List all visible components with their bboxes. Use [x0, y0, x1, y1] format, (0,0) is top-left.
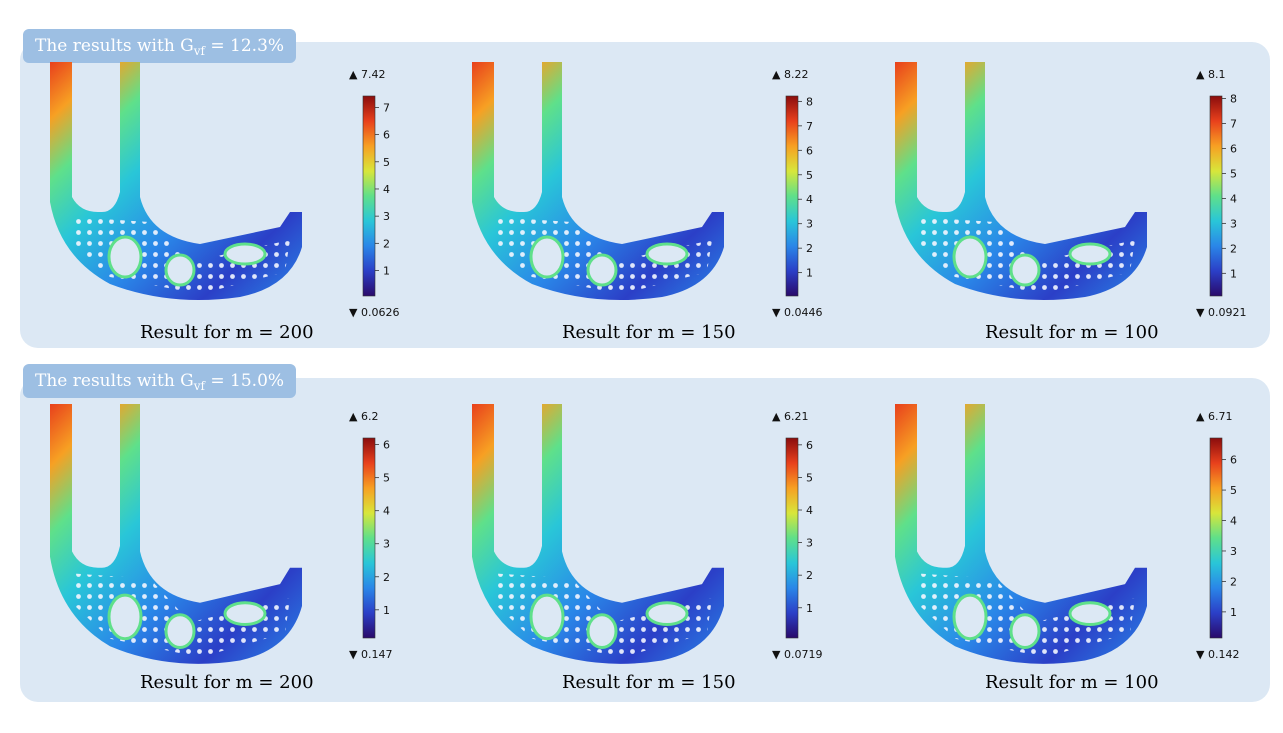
colorbar-tick-label: 5 [383, 156, 390, 169]
colorbar-tick-label: 7 [1230, 117, 1237, 130]
colorbar-tick-label: 6 [383, 129, 390, 142]
colorbar-max-label: ▲ 6.2 [349, 410, 378, 423]
colorbar: ▲ 8.22 1 2 3 4 5 6 7 8 ▼ 0.0446 [772, 68, 822, 319]
colorbar-min-label: ▼ 0.0446 [772, 306, 822, 319]
structure-void [952, 235, 988, 279]
colorbar-tick-label: 2 [383, 237, 390, 250]
structure-void [645, 601, 689, 627]
structure-void [952, 593, 988, 641]
structure-void [107, 593, 143, 641]
stress-field-plot [50, 404, 302, 664]
colorbar-tick-label: 6 [806, 144, 813, 157]
colorbar-tick-label: 8 [1230, 92, 1237, 105]
colorbar-gradient [362, 95, 376, 297]
structure-void [1068, 242, 1112, 266]
structure-void [164, 253, 196, 287]
structure-void [164, 613, 196, 650]
stress-field-plot [50, 62, 302, 301]
colorbar-tick-label: 7 [806, 120, 813, 133]
colorbar-min-label: ▼ 0.0921 [1196, 306, 1246, 319]
colorbar-tick-label: 8 [806, 95, 813, 108]
stress-field-plot [895, 404, 1147, 664]
colorbar-tick-label: 5 [1230, 167, 1237, 180]
colorbar-tick-label: 2 [1230, 242, 1237, 255]
colorbar: ▲ 6.71 1 2 3 4 5 6 ▼ 0.142 [1196, 410, 1239, 661]
colorbar-max-label: ▲ 8.22 [772, 68, 808, 81]
colorbar-max-label: ▲ 7.42 [349, 68, 385, 81]
colorbar-tick-label: 2 [806, 569, 813, 582]
colorbar-gradient [785, 95, 799, 297]
colorbar-tick-label: 1 [806, 267, 813, 280]
colorbar-tick-label: 4 [806, 193, 813, 206]
structure-void [1009, 613, 1041, 650]
structure-void [529, 235, 565, 279]
colorbar-tick-label: 1 [383, 604, 390, 617]
colorbar-tick-label: 3 [1230, 545, 1237, 558]
colorbar-tick-label: 5 [1230, 484, 1237, 497]
colorbar-max-label: ▲ 6.71 [1196, 410, 1232, 423]
stress-field-plot [895, 62, 1147, 301]
result-label: Result for m = 150 [562, 672, 736, 693]
structure-void [586, 613, 618, 650]
colorbar-gradient [362, 437, 376, 639]
colorbar-tick-label: 6 [806, 439, 813, 452]
colorbar-min-label: ▼ 0.142 [1196, 648, 1239, 661]
structure-void [645, 242, 689, 266]
colorbar: ▲ 7.42 1 2 3 4 5 6 7 ▼ 0.0626 [349, 68, 399, 319]
colorbar-tick-label: 5 [806, 169, 813, 182]
colorbar-max-label: ▲ 6.21 [772, 410, 808, 423]
structure-void [107, 235, 143, 279]
colorbar-tick-label: 3 [806, 537, 813, 550]
colorbar-tick-label: 4 [383, 183, 390, 196]
structure-void [586, 253, 618, 287]
structure-void [223, 601, 267, 627]
colorbar-tick-label: 5 [806, 471, 813, 484]
colorbar-tick-label: 1 [806, 602, 813, 615]
colorbar-tick-label: 6 [1230, 454, 1237, 467]
stress-field-plot [472, 404, 724, 664]
structure-void [223, 242, 267, 266]
result-label: Result for m = 100 [985, 672, 1159, 693]
structure-void [1009, 253, 1041, 287]
colorbar-tick-label: 3 [806, 218, 813, 231]
colorbar-min-label: ▼ 0.0719 [772, 648, 822, 661]
colorbar-tick-label: 4 [806, 504, 813, 517]
colorbar-gradient [1209, 95, 1223, 297]
colorbar-tick-label: 3 [1230, 217, 1237, 230]
colorbar: ▲ 8.1 1 2 3 4 5 6 7 8 ▼ 0.0921 [1196, 68, 1246, 319]
colorbar-tick-label: 3 [383, 538, 390, 551]
colorbar-min-label: ▼ 0.0626 [349, 306, 399, 319]
colorbar-tick-label: 2 [806, 242, 813, 255]
result-label: Result for m = 150 [562, 322, 736, 343]
colorbar-gradient [1209, 437, 1223, 639]
colorbar: ▲ 6.2 1 2 3 4 5 6 ▼ 0.147 [349, 410, 392, 661]
colorbar-tick-label: 1 [1230, 606, 1237, 619]
group-tag-12-3: The results with Gvf = 12.3% [23, 29, 297, 63]
colorbar-tick-label: 7 [383, 101, 390, 114]
colorbar-tick-label: 6 [383, 439, 390, 452]
colorbar-tick-label: 4 [1230, 515, 1237, 528]
group-tag-15-0: The results with Gvf = 15.0% [23, 364, 297, 398]
colorbar-tick-label: 3 [383, 210, 390, 223]
colorbar-tick-label: 5 [383, 472, 390, 485]
colorbar-tick-label: 2 [383, 571, 390, 584]
stress-field-plot [472, 62, 724, 301]
colorbar-gradient [785, 437, 799, 639]
colorbar-tick-label: 1 [383, 265, 390, 278]
result-label: Result for m = 200 [140, 672, 314, 693]
result-label: Result for m = 200 [140, 322, 314, 343]
structure-void [1068, 601, 1112, 627]
colorbar: ▲ 6.21 1 2 3 4 5 6 ▼ 0.0719 [772, 410, 822, 661]
colorbar-min-label: ▼ 0.147 [349, 648, 392, 661]
colorbar-tick-label: 6 [1230, 142, 1237, 155]
colorbar-tick-label: 4 [383, 505, 390, 518]
colorbar-tick-label: 4 [1230, 192, 1237, 205]
colorbar-max-label: ▲ 8.1 [1196, 68, 1225, 81]
structure-void [529, 593, 565, 641]
colorbar-tick-label: 2 [1230, 575, 1237, 588]
result-label: Result for m = 100 [985, 322, 1159, 343]
colorbar-tick-label: 1 [1230, 267, 1237, 280]
